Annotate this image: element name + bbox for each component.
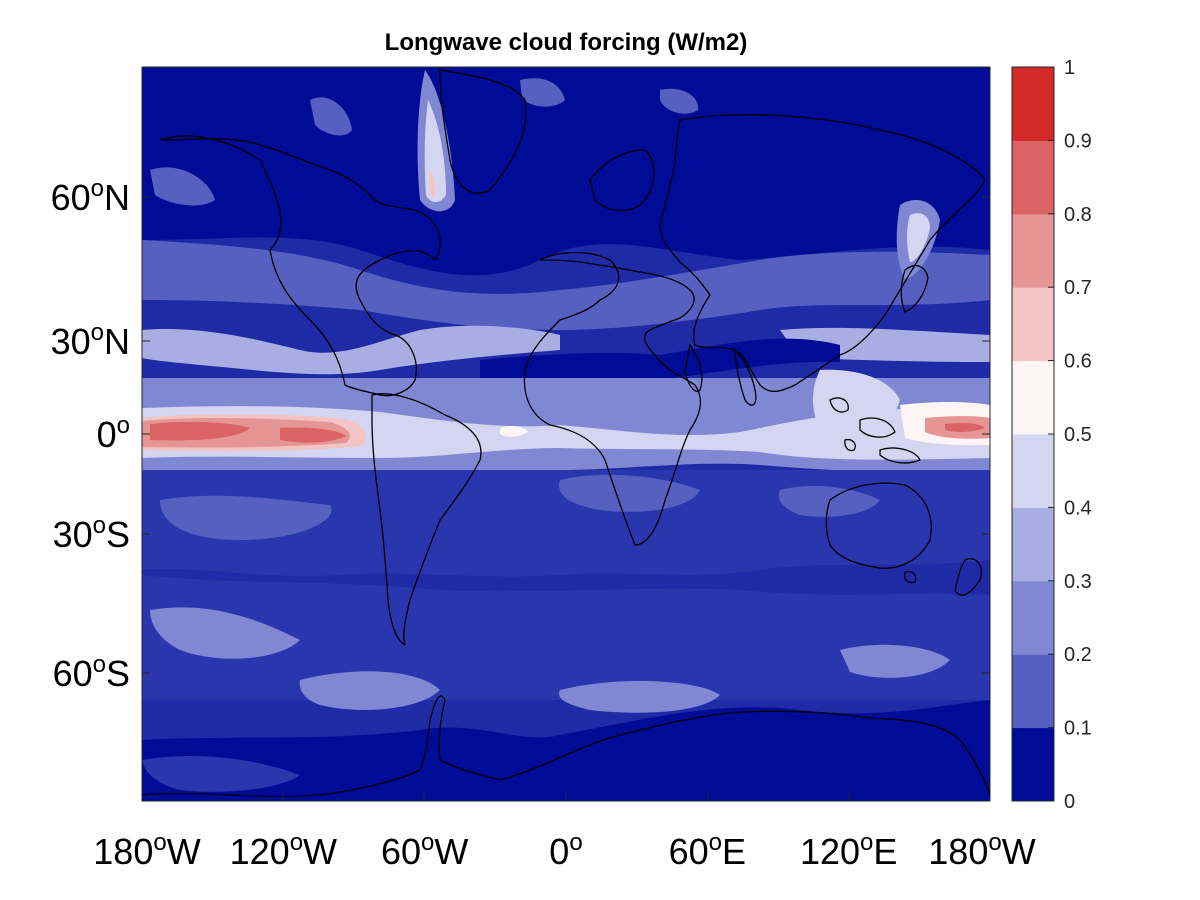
colorbar-tick-label: 0.2 (1064, 644, 1092, 666)
coastline-north-america (159, 135, 441, 397)
coastline-japan (900, 264, 929, 313)
longitude-tick-labels: 180oW 120oW 60oW 0o 60oE 120oE 180oW (93, 829, 1035, 872)
latitude-tick-label: 60oN (51, 175, 130, 218)
contour-level-7-labrador (428, 170, 436, 198)
coastline-australia (825, 482, 932, 569)
latitude-tick-label: 60oS (53, 651, 130, 694)
colorbar-tick-label: 1 (1064, 57, 1075, 79)
contour-level-4-north (142, 325, 560, 375)
contour-level-2-north-patches (150, 78, 699, 206)
colorbar-bin (1012, 287, 1054, 362)
contour-level-3-southern-ocean (150, 607, 950, 713)
longitude-tick-label: 120oW (230, 829, 337, 872)
contour-level-1-south-mid (142, 470, 990, 577)
latitude-tick-label: 30oN (51, 319, 130, 362)
coastline-asia (659, 114, 986, 393)
chart-title: Longwave cloud forcing (W/m2) (385, 29, 748, 56)
colorbar-tick-label: 0.6 (1064, 351, 1092, 373)
coastline-india-arabia (684, 344, 757, 406)
colorbar-bin (1012, 213, 1054, 288)
colorbar-bin (1012, 580, 1054, 655)
colorbar-tick-label: 0.4 (1064, 497, 1092, 519)
colorbar: 0 0.1 0.2 0.3 0.4 0.5 0.6 0.7 0.8 0.9 1 (1011, 57, 1092, 813)
colorbar-bin (1012, 140, 1054, 215)
contour-level-0-north (142, 67, 990, 276)
contour-level-9-westpac (945, 423, 985, 433)
longitude-tick-label: 120oE (800, 829, 897, 872)
coastline-antarctica (142, 695, 990, 798)
contour-level-6-atlantic (500, 425, 528, 437)
colorbar-tick-label: 0.3 (1064, 571, 1092, 593)
colorbar-tick-label: 0.8 (1064, 204, 1092, 226)
colorbar-tick-label: 0 (1064, 791, 1075, 813)
latitude-tick-labels: 60oN 30oN 0o 30oS 60oS (51, 175, 130, 694)
longitude-tick-label: 60oW (381, 829, 468, 872)
coastline-greenland (439, 69, 527, 194)
contour-level-9-pacific-east (280, 427, 346, 443)
coastlines (142, 69, 990, 798)
contour-field (142, 67, 990, 801)
colorbar-bin (1012, 654, 1054, 729)
coastline-south-america (371, 393, 482, 646)
colorbar-tick-label: 0.9 (1064, 130, 1092, 152)
colorbar-bin (1012, 360, 1054, 435)
map-area (142, 67, 990, 801)
colorbar-bin (1012, 507, 1054, 582)
contour-level-9-pacific (150, 421, 250, 441)
colorbar-bin (1012, 434, 1054, 508)
longitude-tick-label: 180oW (93, 829, 200, 872)
colorbar-tick-label: 0.5 (1064, 424, 1092, 446)
contour-level-1-antarctic (142, 755, 300, 792)
coastline-maritime (829, 397, 921, 464)
colorbar-bin (1012, 67, 1054, 141)
contour-level-2-south-patches (160, 474, 880, 540)
colorbar-tick-label: 0.7 (1064, 277, 1092, 299)
contour-level-5-okhotsk (907, 213, 930, 262)
contour-level-0-antarctic (142, 700, 990, 801)
coastline-scandinavia (589, 149, 655, 212)
latitude-tick-label: 0o (97, 412, 130, 455)
coastline-tasmania-nz (903, 558, 982, 596)
map-frame-ticks (142, 196, 990, 801)
latitude-tick-label: 30oS (53, 512, 130, 555)
colorbar-tick-label: 0.1 (1064, 718, 1092, 740)
contour-level-1-southern-ocean (142, 575, 990, 700)
longitude-tick-label: 180oW (928, 829, 1035, 872)
coastline-europe-africa (523, 251, 702, 546)
longitude-tick-label: 60oE (669, 829, 746, 872)
contour-level-5-maritime (812, 369, 900, 451)
contour-level-2-north (142, 240, 990, 330)
colorbar-bin (1012, 727, 1054, 802)
longitude-tick-label: 0o (549, 829, 582, 872)
